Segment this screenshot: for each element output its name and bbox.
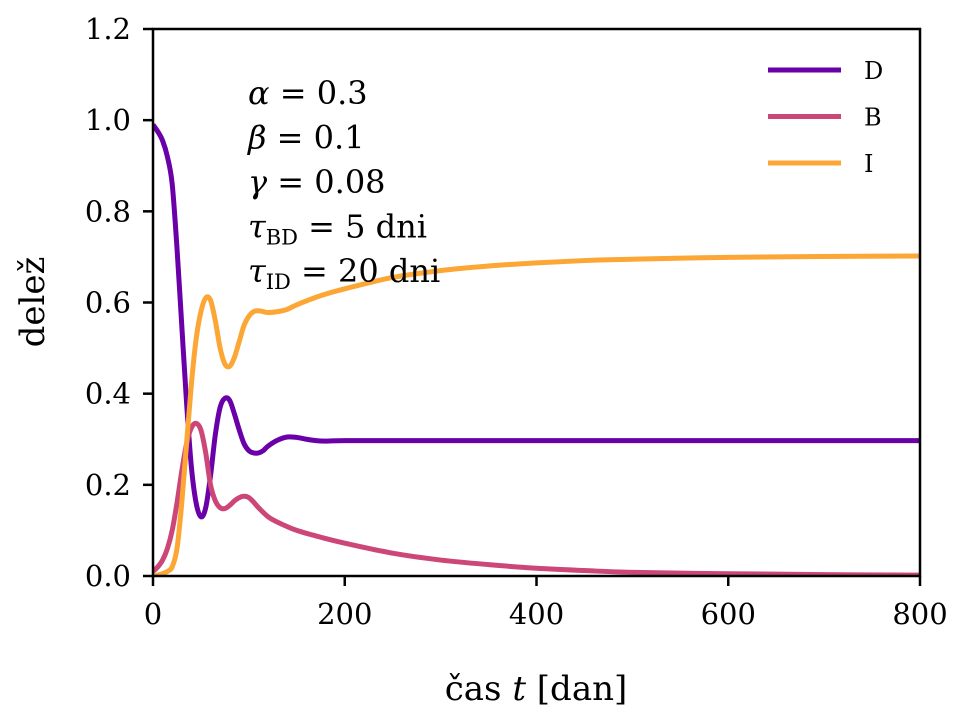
y-axis-label: delež (13, 257, 53, 348)
legend-item-B: B (768, 104, 882, 132)
x-axis-ticks: 0 200 400 600 800 (144, 576, 948, 631)
legend: DBI (768, 57, 883, 178)
x-tick-label: 400 (509, 597, 564, 631)
annotation-line: β = 0.1 (247, 119, 365, 157)
legend-item-I: I (768, 150, 873, 178)
legend-label: I (864, 150, 873, 178)
y-tick-label: 1.0 (85, 103, 131, 137)
annotation-symbol: γ (248, 163, 268, 201)
x-tick-label: 0 (144, 597, 162, 631)
annotation-line: τBD = 5 dni (248, 208, 427, 250)
series-layer (153, 123, 920, 576)
annotation-value: = 0.08 (267, 163, 385, 201)
series-line-D (153, 123, 920, 520)
annotation-symbol: τ (248, 252, 267, 290)
legend-item-D: D (768, 57, 883, 85)
y-tick-label: 1.2 (85, 12, 131, 46)
y-tick-label: 0.0 (85, 559, 131, 593)
annotation-symbol: τ (248, 208, 267, 246)
x-tick-label: 200 (317, 597, 372, 631)
y-tick-label: 0.2 (85, 468, 131, 502)
annotation-subscript: ID (266, 270, 291, 294)
y-tick-label: 0.8 (85, 194, 131, 228)
annotation-value: = 0.1 (267, 119, 365, 157)
series-line-B (153, 420, 920, 576)
legend-label: D (864, 57, 883, 85)
x-tick-label: 800 (892, 597, 947, 631)
annotation-symbol: β (247, 119, 267, 157)
annotation-value: = 5 dni (298, 208, 427, 246)
annotation-value: = 20 dni (291, 252, 440, 290)
annotation-line: γ = 0.08 (248, 163, 386, 201)
x-tick-label: 600 (701, 597, 756, 631)
x-axis-label-var: t (512, 669, 526, 709)
y-tick-label: 0.6 (85, 286, 131, 320)
y-tick-label: 0.4 (85, 377, 131, 411)
series-line-I (153, 253, 920, 576)
annotation-symbol: α (248, 74, 270, 112)
annotation-value: = 0.3 (270, 74, 368, 112)
legend-label: B (864, 104, 882, 132)
annotation-subscript: BD (266, 226, 298, 250)
x-axis-label: čas t [dan] (445, 669, 628, 709)
annotation-line: τID = 20 dni (248, 252, 440, 294)
y-axis-ticks: 0.0 0.2 0.4 0.6 0.8 1.0 1.2 (85, 12, 153, 593)
annotation-line: α = 0.3 (248, 74, 368, 112)
